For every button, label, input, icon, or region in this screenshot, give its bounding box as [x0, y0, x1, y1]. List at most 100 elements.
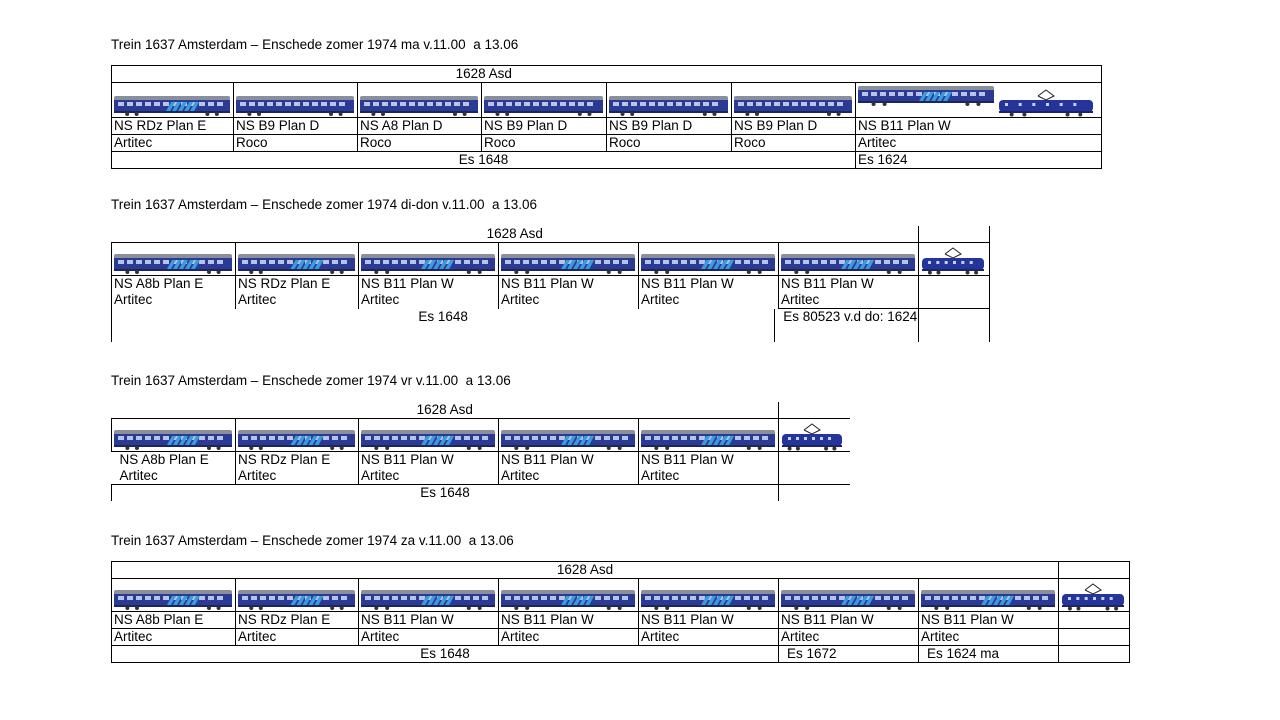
coach-image [498, 242, 639, 276]
locomotive-icon [782, 423, 843, 451]
coach-type: NS A8b Plan E [111, 611, 236, 629]
coach-type-maker: NS B11 Plan W Artitec [358, 275, 499, 309]
coach-type: NS B11 Plan W [641, 452, 734, 468]
model-maker: Artitec [238, 468, 277, 483]
coach-type-maker: NS B11 Plan W Artitec [637, 451, 780, 485]
train-title-1: Trein 1637 Amsterdam – Enschede zomer 19… [111, 37, 519, 52]
loco-image [918, 242, 990, 276]
model-maker: Roco [233, 134, 358, 152]
model-maker: Artitec [111, 628, 236, 646]
coach-type: NS B11 Plan W [501, 452, 594, 468]
coach-icon [484, 96, 603, 116]
coach-type: NS B11 Plan W [781, 276, 874, 292]
coach-icon [734, 96, 852, 116]
train-title-2: Trein 1637 Amsterdam – Enschede zomer 19… [111, 197, 538, 212]
model-maker: Artitec [641, 468, 680, 483]
coach-type: NS B11 Plan W [361, 276, 454, 292]
coach-type: NS A8b Plan E [114, 276, 204, 292]
model-maker: Artitec [501, 468, 540, 483]
model-maker: Roco [731, 134, 856, 152]
destination-main: Es 1648 [418, 309, 468, 324]
train-title-4: Trein 1637 Amsterdam – Enschede zomer 19… [111, 533, 514, 548]
coach-type: NS B11 Plan W [361, 452, 454, 468]
coach-type-maker: NS B11 Plan W Artitec [498, 275, 639, 309]
consist-table-1: 1628 Asd NS RDz Plan E NS B9 Plan D NS A… [111, 65, 1102, 169]
coach-icon [114, 96, 230, 116]
coach-type: NS B11 Plan W [358, 611, 499, 629]
destination-6: Es 1672 [778, 645, 919, 663]
coach-type-maker: NS B11 Plan W Artitec [498, 451, 639, 485]
coach-icon [641, 430, 775, 450]
model-maker: Artitec [918, 628, 1059, 646]
coach-type-maker: NS B11 Plan W Artitec [358, 451, 499, 485]
coach-icon [361, 590, 495, 610]
coach-image [481, 82, 607, 118]
coach-type: NS B11 Plan W [498, 611, 639, 629]
model-maker: Artitec [498, 628, 639, 646]
destination-last: Es 80523 v.d do: 1624 [774, 309, 918, 342]
model-maker: Artitec [111, 134, 234, 152]
coach-type: NS B9 Plan D [233, 117, 358, 135]
coach-image [778, 242, 919, 276]
model-maker: Roco [481, 134, 607, 152]
coach-type-maker: NS RDz Plan E Artitec [235, 451, 359, 485]
coach-image [358, 418, 499, 452]
coach-icon [114, 430, 232, 450]
coach-type: NS RDz Plan E [235, 611, 359, 629]
coach-icon [361, 430, 495, 450]
coach-type-maker: NS B11 Plan W Artitec [638, 275, 779, 309]
locomotive-icon [922, 247, 984, 275]
coach-image [498, 418, 639, 452]
coach-icon [361, 254, 495, 274]
departure-header: 1628 Asd [111, 402, 780, 419]
coach-type: NS B11 Plan W [918, 611, 1059, 629]
coach-image [498, 578, 639, 612]
coach-image [111, 82, 234, 118]
coach-icon [921, 590, 1055, 610]
coach-type-maker: NS A8b Plan E Artitec [111, 275, 236, 309]
coach-image [358, 242, 499, 276]
coach-image [111, 242, 236, 276]
coach-type-maker: NS B11 Plan W Artitec [778, 275, 919, 309]
departure-header: 1628 Asd [111, 561, 1059, 579]
coach-type: NS A8b Plan E [119, 452, 209, 468]
coach-icon [238, 430, 355, 450]
departure-header: 1628 Asd [111, 65, 856, 83]
coach-type: NS B11 Plan W [778, 611, 919, 629]
coach-loco-image [855, 82, 1102, 118]
coach-image [638, 578, 779, 612]
coach-icon [238, 590, 355, 610]
model-maker: Artitec [238, 292, 277, 307]
destination-main: Es 1648 [111, 151, 856, 169]
coach-type: NS B9 Plan D [481, 117, 607, 135]
coach-image [778, 578, 919, 612]
locomotive-icon [999, 89, 1093, 117]
coach-image [233, 82, 358, 118]
coach-image [111, 578, 236, 612]
consist-table-4: 1628 Asd NS A8b Plan E NS RDz Plan E NS … [111, 561, 1130, 663]
coach-type: NS RDz Plan E [238, 276, 331, 292]
coach-type: NS RDz Plan E [111, 117, 234, 135]
coach-type-maker: NS RDz Plan E Artitec [235, 275, 359, 309]
destination-7: Es 1624 ma [918, 645, 1059, 663]
coach-image [235, 578, 359, 612]
consist-table-2: 1628 Asd NS A8b Plan E Artitec NS RDz Pla… [111, 226, 990, 342]
model-maker: Artitec [361, 468, 400, 483]
coach-image [638, 242, 779, 276]
coach-image [235, 242, 359, 276]
coach-type: NS B11 Plan W [855, 117, 1102, 135]
coach-image [637, 418, 780, 452]
model-maker: Artitec [361, 292, 400, 307]
coach-image [731, 82, 856, 118]
coach-image [606, 82, 732, 118]
model-maker: Artitec [235, 628, 359, 646]
model-maker: Artitec [641, 292, 680, 307]
model-maker: Artitec [114, 292, 153, 307]
coach-icon [114, 590, 232, 610]
coach-image [111, 418, 236, 452]
coach-image [358, 578, 499, 612]
coach-icon [501, 590, 635, 610]
locomotive-icon [1062, 583, 1124, 611]
coach-image [357, 82, 482, 118]
model-maker: Artitec [638, 628, 779, 646]
